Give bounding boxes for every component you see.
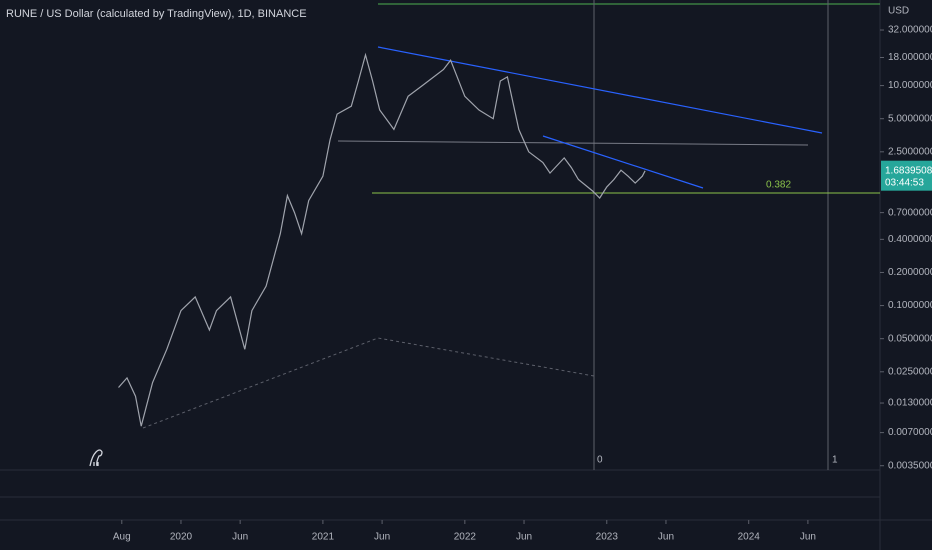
x-tick-label: Jun <box>658 532 674 543</box>
horizontal-line <box>337 140 809 146</box>
y-tick-label: 5.0000000 <box>888 113 932 124</box>
y-tick-label: 10.0000000 <box>888 80 932 91</box>
x-tick-label: Aug <box>113 532 131 543</box>
price-label: 1.6839508 <box>885 165 932 176</box>
y-tick-label: 2.5000000 <box>888 146 932 157</box>
y-tick-label: 0.1000000 <box>888 300 932 311</box>
y-tick-label: 0.0250000 <box>888 366 932 377</box>
y-tick-label: 0.7000000 <box>888 207 932 218</box>
x-tick-label: Jun <box>516 532 532 543</box>
y-tick-label: 0.0500000 <box>888 333 932 344</box>
y-tick-label: 0.0130000 <box>888 398 932 409</box>
marker-label: 0 <box>597 455 603 466</box>
y-tick-label: 0.0070000 <box>888 427 932 438</box>
chart-title: RUNE / US Dollar (calculated by TradingV… <box>6 8 307 20</box>
x-tick-label: Jun <box>374 532 390 543</box>
trend-line <box>542 135 704 189</box>
x-tick-label: 2022 <box>454 532 477 543</box>
price-line <box>118 52 646 427</box>
y-tick-label: 18.0000000 <box>888 52 932 63</box>
countdown: 03:44:53 <box>885 177 924 188</box>
y-tick-label: 32.0000000 <box>888 25 932 36</box>
axis-unit: USD <box>888 6 909 17</box>
logo <box>89 449 103 467</box>
x-tick-label: 2020 <box>170 532 193 543</box>
price-label-bg <box>881 160 932 191</box>
x-tick-label: 2023 <box>596 532 619 543</box>
x-tick-label: 2021 <box>312 532 335 543</box>
x-tick-label: Jun <box>232 532 248 543</box>
y-tick-label: 0.0035000 <box>888 460 932 471</box>
x-tick-label: Jun <box>800 532 816 543</box>
marker-label: 1 <box>832 455 838 466</box>
x-tick-label: 2024 <box>738 532 761 543</box>
fib-label: 0.382 <box>766 180 791 191</box>
y-tick-label: 0.2000000 <box>888 267 932 278</box>
trend-line <box>377 46 823 134</box>
y-tick-label: 0.4000000 <box>888 234 932 245</box>
dashed-path <box>142 337 595 429</box>
